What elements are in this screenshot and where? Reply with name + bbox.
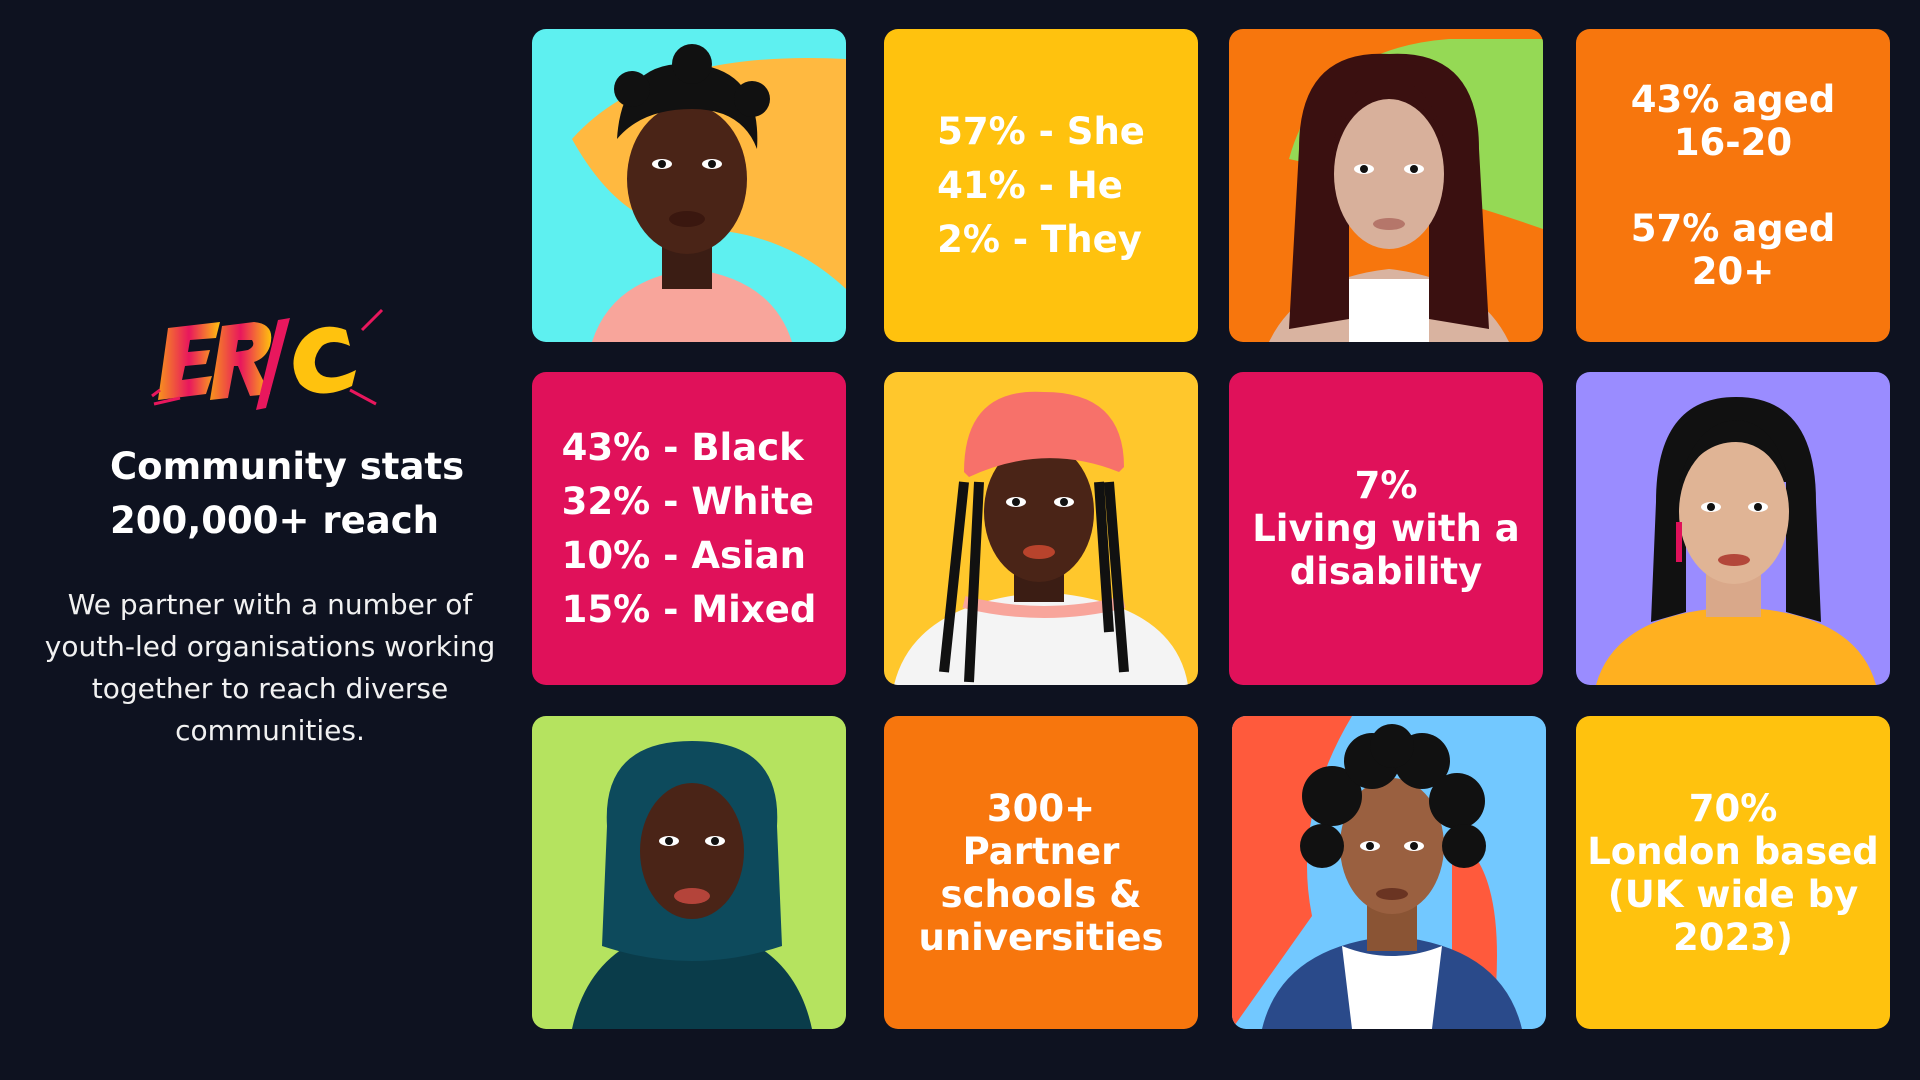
age-stats: 43% aged 16-20 57% aged 20+: [1631, 78, 1835, 293]
stat-tile-location: 70% London based (UK wide by 2023): [1576, 716, 1890, 1029]
portrait-illustration: [1232, 716, 1522, 1029]
headline-reach: 200,000+ reach: [110, 499, 439, 542]
disability-stats: 7% Living with a disability: [1252, 464, 1520, 593]
portrait-tile-2: [1229, 29, 1543, 342]
stat-tile-partners: 300+ Partner schools & universities: [884, 716, 1198, 1029]
headline-community-stats: Community stats: [110, 445, 465, 488]
location-stats: 70% London based (UK wide by 2023): [1587, 787, 1879, 959]
partner-stats: 300+ Partner schools & universities: [918, 787, 1163, 959]
age-line-4: 20+: [1691, 250, 1775, 293]
intro-description: We partner with a number of youth-led or…: [44, 588, 496, 747]
age-line-2: 16-20: [1673, 121, 1793, 164]
stat-mixed: 15% - Mixed: [561, 587, 817, 631]
stat-they: 2% - They: [937, 217, 1142, 261]
stat-tile-ethnicity: 43% - Black 32% - White 10% - Asian 15% …: [532, 372, 846, 685]
eric-logo: [151, 308, 384, 410]
location-line-2: London based: [1587, 829, 1879, 873]
partners-line-1: 300+: [986, 786, 1096, 830]
location-line-4: 2023): [1673, 915, 1793, 959]
stat-he: 41% - He: [937, 163, 1123, 207]
stat-asian: 10% - Asian: [561, 533, 807, 577]
intro-panel: Community stats 200,000+ reach We partne…: [40, 300, 500, 752]
location-line-3: (UK wide by: [1607, 872, 1859, 916]
ethnicity-stats: 43% - Black 32% - White 10% - Asian 15% …: [562, 421, 817, 637]
portrait-tile-1: [532, 29, 846, 342]
stat-white: 32% - White: [561, 479, 814, 523]
headline: Community stats 200,000+ reach: [110, 440, 500, 548]
portrait-tile-4: [1576, 372, 1890, 685]
portrait-illustration: [572, 44, 846, 342]
age-line-3: 57% aged: [1630, 207, 1836, 250]
stat-black: 43% - Black: [561, 425, 804, 469]
portrait-tile-5: [532, 716, 846, 1029]
pronoun-stats: 57% - She 41% - He 2% - They: [937, 105, 1145, 267]
partners-line-3: schools &: [940, 872, 1142, 916]
portrait-illustration: [572, 741, 812, 1029]
portrait-illustration: [1596, 397, 1876, 685]
partners-line-2: Partner: [962, 829, 1120, 873]
portrait-tile-6: [1232, 716, 1546, 1029]
stat-she: 57% - She: [937, 109, 1145, 153]
disability-line-1: 7%: [1354, 464, 1418, 507]
location-line-1: 70%: [1688, 786, 1778, 830]
disability-line-3: disability: [1289, 550, 1483, 593]
portrait-illustration: [894, 391, 1188, 685]
portrait-illustration: [1269, 39, 1543, 342]
age-line-1: 43% aged: [1630, 78, 1836, 121]
partners-line-4: universities: [918, 915, 1164, 959]
stat-tile-disability: 7% Living with a disability: [1229, 372, 1543, 685]
stat-tile-age: 43% aged 16-20 57% aged 20+: [1576, 29, 1890, 342]
disability-line-2: Living with a: [1252, 507, 1520, 550]
portrait-tile-3: [884, 372, 1198, 685]
stat-tile-pronouns: 57% - She 41% - He 2% - They: [884, 29, 1198, 342]
